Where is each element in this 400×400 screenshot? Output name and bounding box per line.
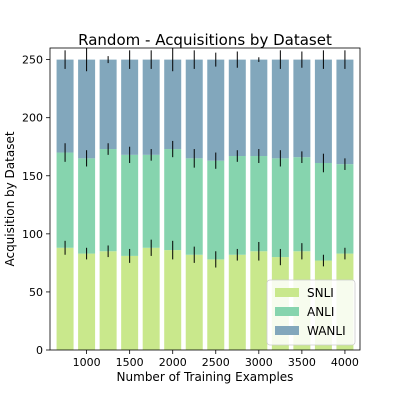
bar-wanli-2250 bbox=[185, 59, 203, 159]
bar-anli-1000 bbox=[78, 158, 96, 254]
bar-snli-3000 bbox=[250, 251, 268, 350]
bar-wanli-3250 bbox=[271, 59, 289, 159]
bar-wanli-2500 bbox=[207, 59, 225, 161]
bar-wanli-1750 bbox=[142, 59, 160, 155]
bar-anli-3000 bbox=[250, 156, 268, 252]
y-tick-label: 200 bbox=[22, 112, 43, 125]
y-tick-label: 250 bbox=[22, 54, 43, 67]
bar-wanli-3750 bbox=[314, 59, 332, 163]
x-axis-ticks: 1000 1500 2000 2500 3000 3500 4000 bbox=[73, 350, 359, 369]
y-tick-label: 50 bbox=[29, 286, 43, 299]
x-tick-label: 2000 bbox=[159, 356, 187, 369]
bar-snli-2500 bbox=[207, 259, 225, 350]
bar-wanli-1500 bbox=[121, 59, 139, 155]
y-tick-label: 150 bbox=[22, 170, 43, 183]
bar-anli-3750 bbox=[314, 162, 332, 261]
bar-anli-3500 bbox=[293, 157, 311, 252]
bar-snli-2000 bbox=[164, 250, 182, 350]
bar-wanli-2750 bbox=[228, 59, 246, 157]
plot-frame bbox=[49, 47, 361, 351]
bar-anli-2000 bbox=[164, 149, 182, 251]
bar-wanli-4000 bbox=[336, 59, 354, 165]
bar-anli-2500 bbox=[207, 160, 225, 260]
bar-snli-2750 bbox=[228, 254, 246, 350]
bar-wanli-1250 bbox=[99, 59, 117, 150]
bar-anli-1500 bbox=[121, 154, 139, 256]
bar-wanli-1000 bbox=[78, 59, 96, 159]
bar-anli-1250 bbox=[99, 149, 117, 252]
legend-swatch-snli bbox=[275, 288, 299, 297]
bar-anli-2250 bbox=[185, 158, 203, 255]
x-axis-label: Number of Training Examples bbox=[117, 370, 294, 384]
bar-wanli-2000 bbox=[164, 59, 182, 150]
bar-snli-1000 bbox=[78, 253, 96, 350]
x-tick-label: 3500 bbox=[288, 356, 316, 369]
chart-title: Random - Acquisitions by Dataset bbox=[78, 31, 332, 49]
bar-snli-1750 bbox=[142, 247, 160, 350]
bar-anli-4000 bbox=[336, 164, 354, 254]
legend-swatch-anli bbox=[275, 307, 299, 316]
legend: SNLI ANLI WANLI bbox=[266, 279, 356, 346]
legend-label-snli: SNLI bbox=[307, 286, 334, 300]
bar-snli-2250 bbox=[185, 254, 203, 350]
bar-snli-1500 bbox=[121, 255, 139, 350]
bar-wanli-3000 bbox=[250, 59, 268, 157]
bar-anli-3250 bbox=[271, 158, 289, 258]
bar-wanli-3500 bbox=[293, 59, 311, 158]
legend-swatch-wanli bbox=[275, 326, 299, 335]
y-tick-label: 100 bbox=[22, 228, 43, 241]
y-tick-label: 0 bbox=[36, 344, 43, 357]
bar-snli-1250 bbox=[99, 251, 117, 350]
legend-label-anli: ANLI bbox=[307, 305, 334, 319]
bar-wanli-750 bbox=[56, 59, 74, 153]
y-axis-ticks: 0 50 100 150 200 250 bbox=[22, 54, 50, 357]
x-tick-label: 2500 bbox=[202, 356, 230, 369]
x-tick-label: 4000 bbox=[331, 356, 359, 369]
y-axis-label: Acquisition by Dataset bbox=[3, 131, 17, 266]
x-tick-label: 3000 bbox=[245, 356, 273, 369]
x-tick-label: 1500 bbox=[116, 356, 144, 369]
error-bars-group bbox=[64, 48, 346, 268]
bar-anli-1750 bbox=[142, 154, 160, 248]
legend-label-wanli: WANLI bbox=[307, 324, 346, 338]
x-tick-label: 1000 bbox=[73, 356, 101, 369]
bar-snli-750 bbox=[56, 247, 74, 350]
bar-anli-2750 bbox=[228, 156, 246, 255]
bar-anli-750 bbox=[56, 152, 74, 248]
